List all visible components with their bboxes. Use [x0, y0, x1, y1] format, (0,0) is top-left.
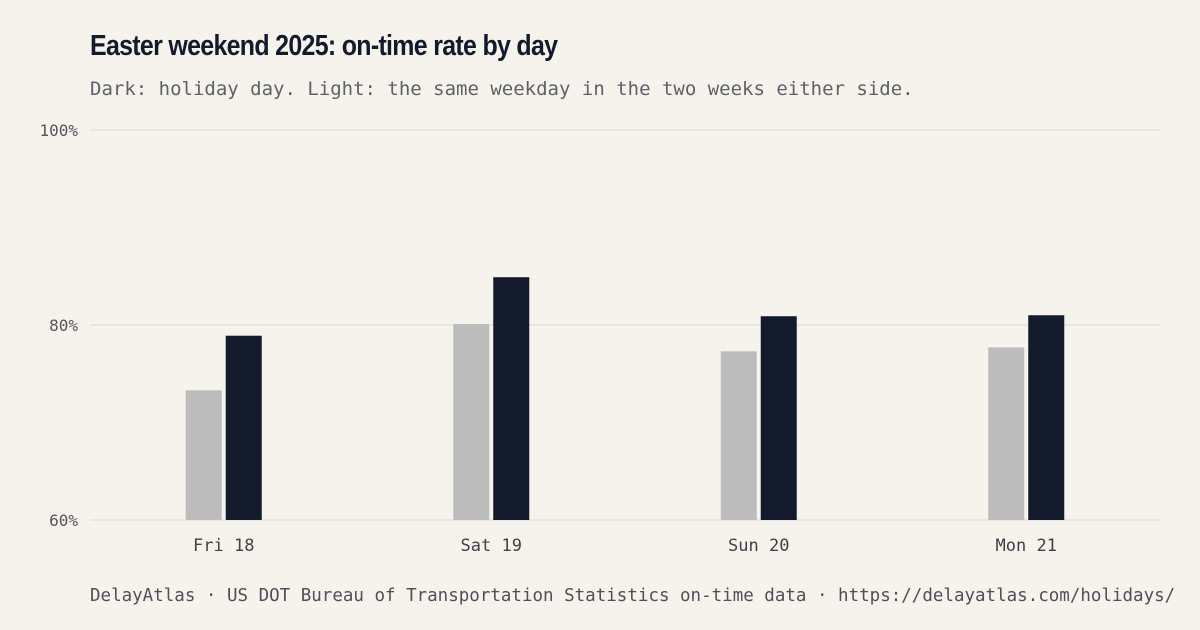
chart-subtitle: Dark: holiday day. Light: the same weekd…: [90, 78, 914, 100]
baseline-bar-sat-19: [453, 324, 490, 520]
holiday-bar-fri-18: [225, 335, 262, 520]
x-tick-label: Mon 21: [996, 536, 1057, 556]
y-tick-label: 100%: [39, 121, 78, 140]
axis-labels: 60% 80% 100% Fri 18 Sat 19 Sun 20 Mon 21: [39, 121, 1056, 556]
baseline-bar-sun-20: [720, 351, 757, 520]
chart-title: Easter weekend 2025: on-time rate by day: [90, 30, 558, 62]
x-tick-label: Sun 20: [728, 536, 789, 556]
holiday-bar-sat-19: [493, 277, 530, 520]
y-tick-label: 60%: [49, 511, 78, 530]
holiday-bar-mon-21: [1028, 315, 1065, 520]
holiday-bar-sun-20: [760, 316, 797, 520]
source-footer: DelayAtlas · US DOT Bureau of Transporta…: [90, 586, 1176, 606]
baseline-bar-fri-18: [185, 390, 222, 520]
bars: [185, 277, 1065, 520]
x-tick-label: Sat 19: [461, 536, 522, 556]
baseline-bar-mon-21: [988, 347, 1025, 520]
y-tick-label: 80%: [49, 316, 78, 335]
gridlines: [90, 129, 1160, 521]
x-tick-label: Fri 18: [193, 536, 254, 556]
